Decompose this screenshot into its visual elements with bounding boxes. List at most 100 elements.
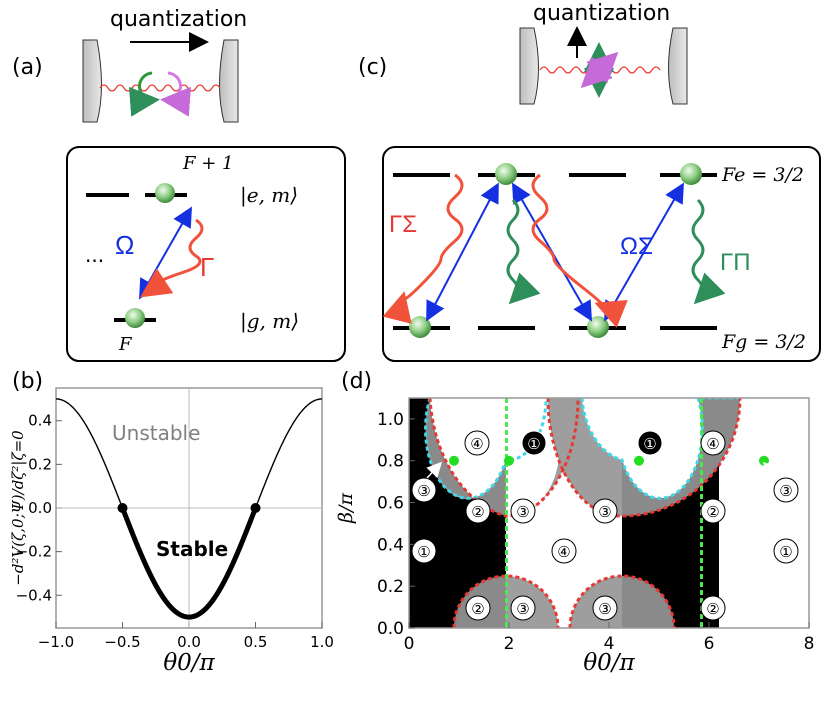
atom-ground-icon-1 [409,316,431,338]
region-label-3-b: ③ [773,477,799,503]
ket-g-label: |g, m⟩ [240,309,299,334]
region-2-bottom-b [622,576,674,628]
svg-text:③: ③ [598,503,611,521]
pointer-arrow-right [762,461,779,478]
panel-b: (b) −1.0 −0.5 0.0 0.5 1.0 −0.4 −0.2 0.0 0.2 0.4 U… [9,369,334,676]
panel-d-label: (d) [341,369,372,394]
y-tick-label-d: 1.0 [377,410,404,430]
panel-a: (a) quantization Ω Γ F + 1 |e, m⟩ |g, m⟩… [12,7,346,362]
region-label-3-c: ③ [510,498,536,524]
x-tick-label-d: 0 [404,634,415,654]
x-tick-label-d: 2 [504,634,515,654]
y-tick-label-d: 0.2 [377,577,404,597]
cavity-mirror-right-c [668,27,688,105]
decay-pi-arrow-1 [506,198,541,305]
rabi-arrow-3 [604,182,684,322]
gamma-sigma-label: ΓΣ [389,211,417,238]
svg-text:③: ③ [779,482,792,500]
svg-text:②: ② [471,600,484,618]
decay-sigma-arrow-1 [382,173,464,324]
omega-sigma-label: ΩΣ [620,233,653,260]
sigma-plus-icon [128,71,160,117]
cavity-mirror-left-c [519,27,539,105]
svg-text:④: ④ [557,543,570,561]
quantization-label-a: quantization [110,7,247,32]
svg-text:①: ① [779,543,792,561]
decay-sigma-arrow-2 [531,173,628,328]
x-tick-label-b: 0.0 [177,633,201,651]
critical-points [449,455,769,466]
region-label-3-f: ③ [592,595,618,621]
atom-ground-icon [125,308,145,328]
fe-label: Fe = 3/2 [721,164,804,186]
y-axis-label-b: −d²V(ζ,0;Ψ)/dζ²|ζ=0 [9,430,27,586]
svg-text:②: ② [706,503,719,521]
region-label-1-c: ① [411,538,437,564]
panel-b-label: (b) [12,369,43,394]
decay-label-a: Γ [200,252,214,282]
critical-point [634,455,644,466]
quantization-label-c: quantization [533,1,670,26]
region-label-2-c: ② [465,595,491,621]
stable-annotation: Stable [156,537,228,561]
x-tick-label-d: 6 [704,634,715,654]
level-diagram-box-a [66,146,346,362]
x-tick-label-b: −0.5 [104,633,140,651]
unstable-annotation: Unstable [112,421,200,445]
cavity-mirror-right [219,39,239,123]
atom-excited-icon-1 [495,163,517,185]
curve-stable [120,507,258,620]
svg-text:③: ③ [516,503,529,521]
x-tick-label-d: 8 [804,634,815,654]
x-axis-label-d: θ0/π [583,650,635,676]
axis-ticks-d: 0 2 4 6 8 0.0 0.2 0.4 0.6 0.8 1.0 [377,410,814,654]
svg-text:①: ① [527,435,540,453]
level-bottom-label: F [118,334,133,355]
region-2-top-b [622,398,740,516]
region-label-2-b: ② [700,498,726,524]
sigma-polarization-icon [580,51,619,89]
fg-label: Fg = 3/2 [721,331,806,353]
panel-c-label: (c) [358,55,387,80]
region-label-1-b: ① [637,430,663,456]
panel-c: (c) quantization ΓΣ ΩΣ ΓΠ Fe = 3/2 Fg = … [358,1,821,362]
x-tick-label-b: 1.0 [310,633,334,651]
decay-pi-arrow-2 [691,198,726,305]
y-tick-label-b: 0.0 [28,499,52,517]
boundary-red-a [428,398,580,518]
x-tick-label-b: −1.0 [38,633,74,651]
svg-text:③: ③ [598,600,611,618]
panel-a-label: (a) [12,55,43,80]
axis-ticks-b: −1.0 −0.5 0.0 0.5 1.0 −0.4 −0.2 0.0 0.2 0.4 [16,412,334,651]
y-tick-label-b: −0.4 [16,586,52,604]
rabi-label: Ω [115,230,134,260]
y-tick-label-b: 0.2 [28,455,52,473]
region-label-3-e: ③ [510,595,536,621]
svg-text:①: ① [417,543,430,561]
svg-text:③: ③ [417,482,430,500]
level-top-label: F + 1 [182,153,233,174]
boundary-red-bottom-b [568,574,676,628]
svg-text:②: ② [706,600,719,618]
y-tick-label-b: −0.2 [16,543,52,561]
stability-point-left [117,503,128,513]
region-label-4-b: ④ [700,430,726,456]
svg-text:③: ③ [516,600,529,618]
atom-ground-icon-2 [587,316,609,338]
ket-e-label: |e, m⟩ [240,183,298,208]
critical-point [449,455,459,466]
decay-wavy-arrow-a [140,218,204,298]
region-label-3-a: ③ [411,477,437,503]
critical-point [759,455,769,466]
region-label-4-a: ④ [464,430,490,456]
rabi-arrow-1 [426,182,499,322]
y-tick-label-d: 0.8 [377,452,404,472]
boundary-cyan-a [424,398,548,500]
x-tick-label-b: 0.5 [244,633,268,651]
cavity-mirror-left [82,39,102,123]
region-label-2-a: ② [465,498,491,524]
svg-text:④: ④ [706,435,719,453]
critical-point [504,455,514,466]
cavity-field-wave-a [99,84,221,92]
